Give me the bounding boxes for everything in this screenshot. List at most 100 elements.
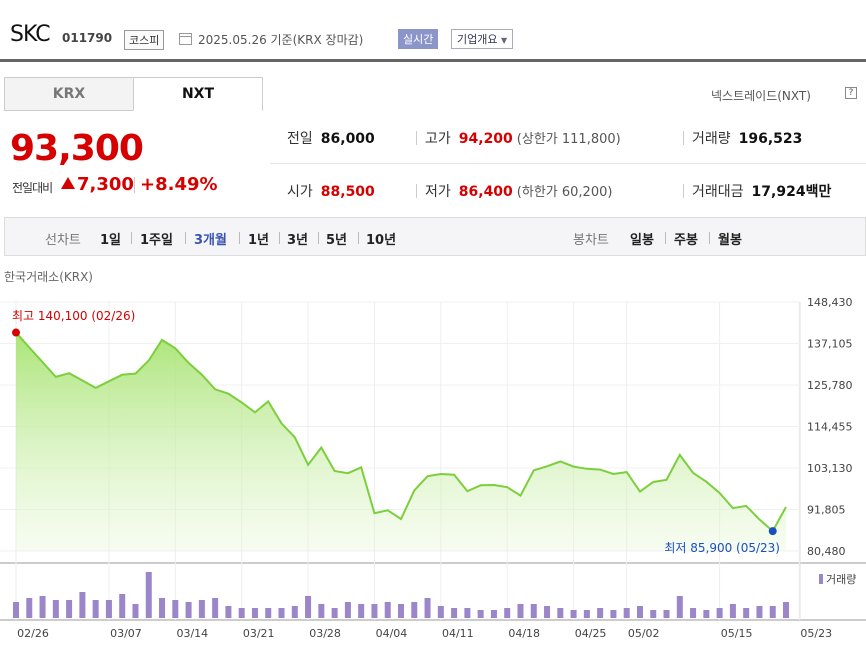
x-tick-label: 03/07: [110, 627, 142, 640]
tab-krx[interactable]: KRX: [4, 77, 134, 111]
x-tick-label: 05/15: [721, 627, 753, 640]
volume-bar: [650, 610, 657, 618]
volume-bar: [398, 604, 404, 618]
volume-bar: [225, 606, 232, 618]
period-bar: 선차트 1일 1주일 3개월 1년 3년 5년 10년 봉차트 일봉 주봉 월봉: [4, 217, 866, 256]
volume-bar: [490, 610, 497, 618]
volume-bars: [13, 572, 789, 618]
max-point-label: 최고 140,100 (02/26): [12, 309, 135, 323]
min-point-label: 최저 85,900 (05/23): [664, 541, 780, 555]
up-arrow-icon: [61, 177, 75, 189]
volume-bar: [597, 608, 604, 618]
volume-bar: [743, 608, 750, 618]
calendar-icon: [179, 33, 192, 45]
divider: [416, 131, 417, 145]
stat-value: 94,200: [458, 131, 513, 147]
exchange-label: 한국거래소(KRX): [4, 270, 93, 284]
volume-bar: [238, 608, 245, 618]
volume-bar: [544, 606, 551, 618]
x-tick-label: 04/25: [575, 627, 607, 640]
company-overview-button[interactable]: 기업개요 ▼: [451, 29, 514, 49]
volume-bar: [371, 604, 378, 618]
candle-chart-title: 봉차트: [573, 233, 609, 248]
divider: [131, 232, 132, 244]
period-1w[interactable]: 1주일: [140, 233, 173, 248]
stat-value: 196,523: [738, 131, 803, 147]
volume-bar: [636, 606, 643, 618]
x-tick-label: 05/02: [628, 627, 660, 640]
period-3y[interactable]: 3년: [287, 233, 309, 248]
chart-annotations: 최고 140,100 (02/26) 최저 85,900 (05/23): [12, 309, 780, 555]
volume-bar: [676, 596, 683, 618]
price-area: [16, 332, 786, 551]
volume-bar: [119, 594, 126, 618]
stock-code: 011790: [62, 31, 113, 45]
volume-bar: [13, 602, 19, 618]
volume-bar: [26, 598, 33, 618]
divider: [279, 232, 280, 244]
tab-nxt[interactable]: NXT: [133, 77, 263, 111]
realtime-button[interactable]: 실시간: [398, 29, 439, 49]
period-1y[interactable]: 1년: [248, 233, 270, 248]
volume-bar: [39, 596, 46, 618]
y-tick-label: 91,805: [807, 504, 846, 517]
volume-bar: [729, 604, 736, 618]
candle-monthly[interactable]: 월봉: [718, 233, 742, 248]
chart-area-layer: [15, 331, 787, 551]
stat-value: 88,500: [320, 184, 375, 200]
candle-weekly[interactable]: 주봉: [674, 233, 698, 248]
base-date: 2025.05.26 기준(KRX 장마감): [198, 33, 364, 47]
volume-bar: [690, 608, 697, 618]
max-point-marker: [12, 328, 20, 337]
volume-bar: [212, 598, 219, 618]
volume-bar: [583, 610, 590, 618]
divider: [683, 184, 684, 198]
company-overview-label: 기업개요: [457, 33, 498, 46]
volume-bar: [92, 600, 99, 618]
y-tick-label: 125,780: [807, 379, 853, 392]
volume-bar: [437, 606, 444, 618]
x-tick-label: 04/18: [508, 627, 540, 640]
stat-prev-close: 전일 86,000: [287, 128, 375, 148]
divider: [416, 184, 417, 198]
period-3m[interactable]: 3개월: [194, 233, 227, 248]
stat-label: 거래량: [692, 131, 731, 147]
help-icon[interactable]: ?: [845, 87, 857, 99]
volume-bar: [318, 604, 325, 618]
y-tick-label: 148,430: [807, 296, 853, 309]
divider: [239, 232, 240, 244]
stat-sub: (상한가 111,800): [516, 132, 621, 147]
volume-bar: [66, 600, 73, 618]
volume-bar: [570, 610, 577, 618]
stat-value: 86,400: [458, 184, 513, 200]
stat-sub: (하한가 60,200): [516, 185, 613, 200]
volume-bar: [52, 600, 59, 618]
volume-bar: [265, 608, 272, 618]
volume-bar: [451, 608, 458, 618]
volume-bar: [291, 606, 298, 618]
stat-label: 거래대금: [692, 184, 744, 200]
x-tick-label: 04/04: [376, 627, 408, 640]
volume-bar: [783, 602, 789, 618]
period-10y[interactable]: 10년: [366, 233, 397, 248]
period-5y[interactable]: 5년: [326, 233, 348, 248]
period-1d[interactable]: 1일: [100, 233, 122, 248]
y-tick-label: 80,480: [807, 545, 846, 558]
volume-bar: [703, 610, 710, 618]
volume-legend-label: 거래량: [826, 573, 856, 586]
price-change-percent: +8.49%: [140, 174, 218, 195]
volume-bar: [477, 610, 484, 618]
y-tick-label: 114,455: [807, 421, 853, 434]
volume-bar: [424, 598, 431, 618]
volume-bar: [159, 598, 166, 618]
volume-bar: [305, 596, 312, 618]
divider: [318, 232, 319, 244]
volume-bar: [530, 604, 537, 618]
stat-value: 86,000: [320, 131, 375, 147]
candle-daily[interactable]: 일봉: [630, 233, 654, 248]
x-tick-label: 04/11: [442, 627, 474, 640]
divider: [185, 232, 186, 244]
volume-bar: [331, 608, 338, 618]
nxt-note: 넥스트레이드(NXT): [711, 89, 811, 103]
